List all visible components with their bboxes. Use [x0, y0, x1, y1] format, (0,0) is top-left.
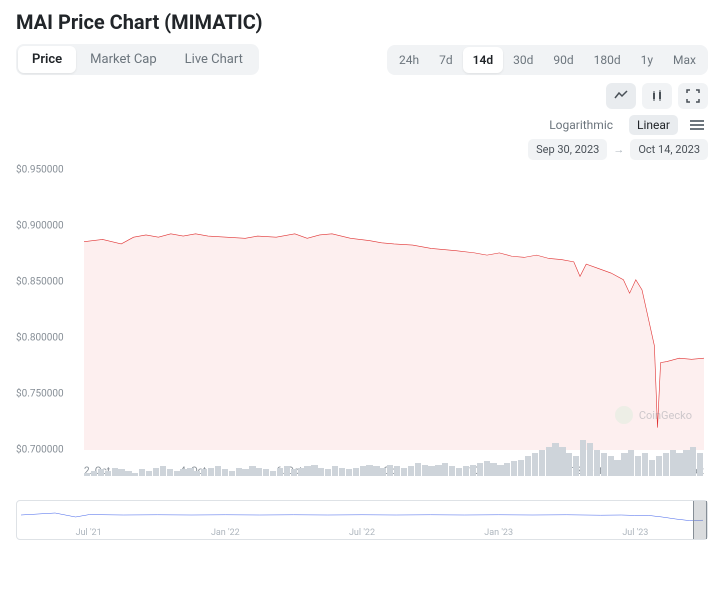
y-tick-label: $0.800000 — [16, 333, 64, 344]
tab-price[interactable]: Price — [18, 46, 76, 73]
controls-row: PriceMarket CapLive Chart 24h7d14d30d90d… — [16, 44, 708, 75]
arrow-right-icon: → — [613, 143, 624, 156]
tab-market-cap[interactable]: Market Cap — [76, 46, 171, 73]
overview-tick-label: Jul '22 — [349, 528, 375, 538]
range-90d[interactable]: 90d — [543, 47, 583, 73]
watermark: CoinGecko — [615, 406, 692, 424]
date-to[interactable]: Oct 14, 2023 — [630, 139, 708, 160]
chart-plot[interactable]: CoinGecko — [84, 170, 704, 450]
range-14d[interactable]: 14d — [463, 47, 503, 73]
overview-tick-label: Jul '23 — [622, 528, 648, 538]
coingecko-logo-icon — [615, 406, 633, 424]
range-30d[interactable]: 30d — [503, 47, 543, 73]
y-tick-label: $0.750000 — [16, 389, 64, 400]
overview-chart[interactable]: Jul '21 Jan '22 Jul '22 Jan '23 Jul '23 — [16, 500, 708, 540]
volume-bars — [84, 440, 704, 476]
overview-tick-label: Jul '21 — [76, 528, 102, 538]
y-axis-labels: $0.700000$0.750000$0.800000$0.850000$0.9… — [16, 170, 76, 450]
range-24h[interactable]: 24h — [389, 47, 429, 73]
scale-linear[interactable]: Linear — [629, 115, 678, 135]
y-tick-label: $0.950000 — [16, 165, 64, 176]
y-tick-label: $0.850000 — [16, 277, 64, 288]
overview-labels: Jul '21 Jan '22 Jul '22 Jan '23 Jul '23 — [21, 528, 703, 538]
range-max[interactable]: Max — [663, 47, 706, 73]
range-180d[interactable]: 180d — [584, 47, 631, 73]
scale-row: Logarithmic Linear — [16, 115, 708, 135]
tab-live-chart[interactable]: Live Chart — [171, 46, 257, 73]
scale-logarithmic[interactable]: Logarithmic — [541, 115, 621, 135]
chart-toolbar — [16, 83, 708, 109]
candlestick-icon[interactable] — [642, 83, 672, 109]
watermark-text: CoinGecko — [639, 409, 692, 422]
overview-tick-label: Jan '22 — [211, 528, 240, 538]
range-tabs: 24h7d14d30d90d180d1yMax — [387, 45, 708, 75]
range-1y[interactable]: 1y — [631, 47, 663, 73]
overview-tick-label: Jan '23 — [484, 528, 513, 538]
y-tick-label: $0.900000 — [16, 221, 64, 232]
date-from[interactable]: Sep 30, 2023 — [528, 139, 607, 160]
y-tick-label: $0.700000 — [16, 445, 64, 456]
metric-tabs: PriceMarket CapLive Chart — [16, 44, 259, 75]
main-chart: $0.700000 $0.750000 $0.800000 $0.850000 $0.9… — [16, 170, 708, 480]
fullscreen-icon[interactable] — [678, 83, 708, 109]
date-range-row: Sep 30, 2023 → Oct 14, 2023 — [16, 139, 708, 160]
hamburger-menu-icon[interactable] — [686, 116, 708, 134]
line-chart-icon[interactable] — [606, 83, 636, 109]
range-7d[interactable]: 7d — [429, 47, 463, 73]
chart-title: MAI Price Chart (MIMATIC) — [16, 10, 708, 34]
overview-handle[interactable] — [693, 501, 707, 539]
